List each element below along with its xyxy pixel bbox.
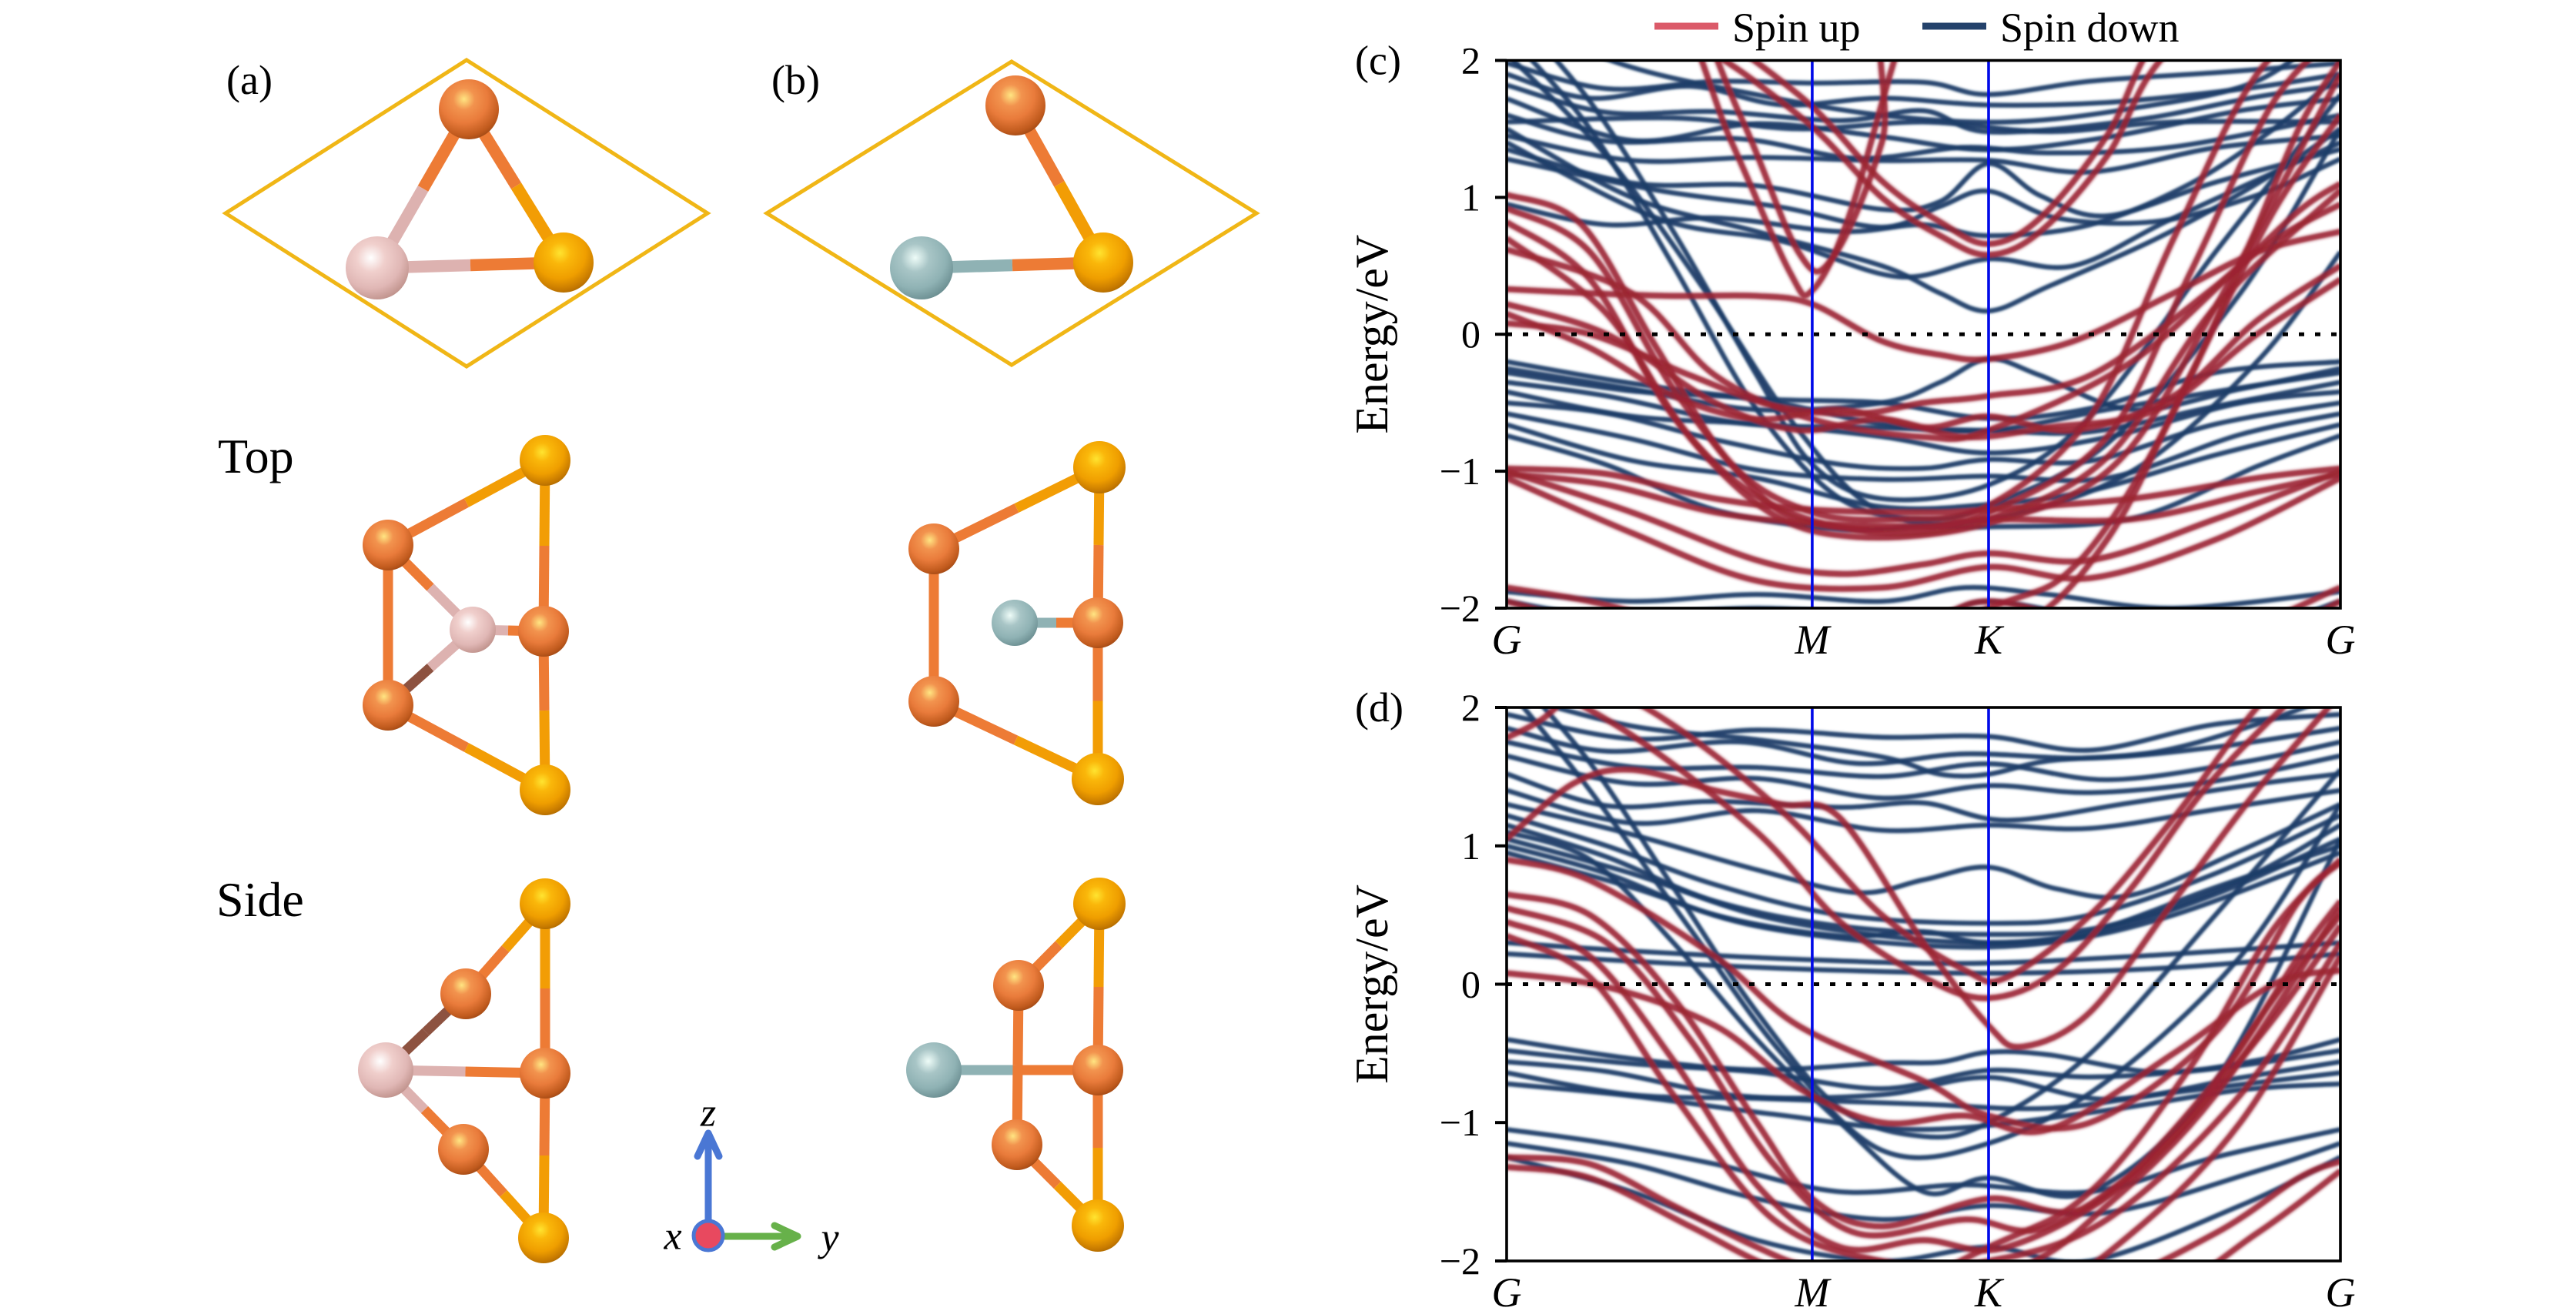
svg-text:G: G xyxy=(2326,617,2356,663)
svg-text:Energy/eV: Energy/eV xyxy=(1347,885,1397,1084)
svg-text:Spin down: Spin down xyxy=(2000,5,2180,51)
svg-text:0: 0 xyxy=(1461,963,1480,1006)
svg-text:1: 1 xyxy=(1461,824,1480,868)
svg-text:2: 2 xyxy=(1461,39,1480,82)
svg-text:G: G xyxy=(2326,1269,2356,1311)
svg-text:−2: −2 xyxy=(1440,587,1480,630)
svg-text:(c): (c) xyxy=(1355,38,1401,84)
svg-text:1: 1 xyxy=(1461,176,1480,219)
svg-text:−2: −2 xyxy=(1440,1239,1480,1283)
svg-text:−1: −1 xyxy=(1440,1101,1480,1144)
svg-text:G: G xyxy=(1492,617,1522,663)
svg-text:(d): (d) xyxy=(1355,684,1403,731)
svg-text:0: 0 xyxy=(1461,313,1480,356)
svg-text:z: z xyxy=(700,1092,716,1135)
svg-text:x: x xyxy=(663,1215,681,1259)
svg-text:M: M xyxy=(1794,1269,1832,1311)
svg-text:M: M xyxy=(1794,617,1832,663)
svg-text:(a): (a) xyxy=(226,57,273,103)
svg-text:(b): (b) xyxy=(771,57,820,103)
svg-text:G: G xyxy=(1492,1269,1522,1311)
svg-text:Side: Side xyxy=(216,872,304,927)
svg-text:K: K xyxy=(1974,1269,2005,1311)
svg-text:Spin up: Spin up xyxy=(1732,5,1861,51)
svg-text:Energy/eV: Energy/eV xyxy=(1347,235,1397,434)
svg-text:y: y xyxy=(817,1216,839,1260)
svg-text:−1: −1 xyxy=(1440,450,1480,493)
svg-text:K: K xyxy=(1974,617,2005,663)
svg-text:Top: Top xyxy=(218,429,294,483)
svg-text:2: 2 xyxy=(1461,686,1480,729)
